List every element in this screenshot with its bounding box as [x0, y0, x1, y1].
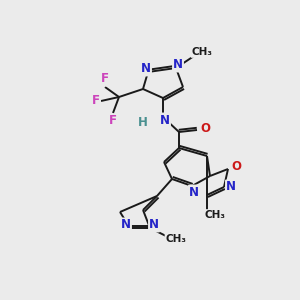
Text: O: O [200, 122, 210, 134]
Text: N: N [141, 62, 151, 76]
Text: N: N [160, 113, 170, 127]
Text: N: N [149, 218, 159, 232]
Text: CH₃: CH₃ [205, 210, 226, 220]
Text: F: F [101, 73, 109, 85]
Text: N: N [189, 185, 199, 199]
Text: CH₃: CH₃ [191, 47, 212, 57]
Text: N: N [226, 181, 236, 194]
Text: N: N [173, 58, 183, 71]
Text: CH₃: CH₃ [166, 234, 187, 244]
Text: F: F [92, 94, 100, 107]
Text: O: O [231, 160, 241, 173]
Text: H: H [138, 116, 148, 128]
Text: F: F [109, 115, 117, 128]
Text: N: N [121, 218, 131, 232]
